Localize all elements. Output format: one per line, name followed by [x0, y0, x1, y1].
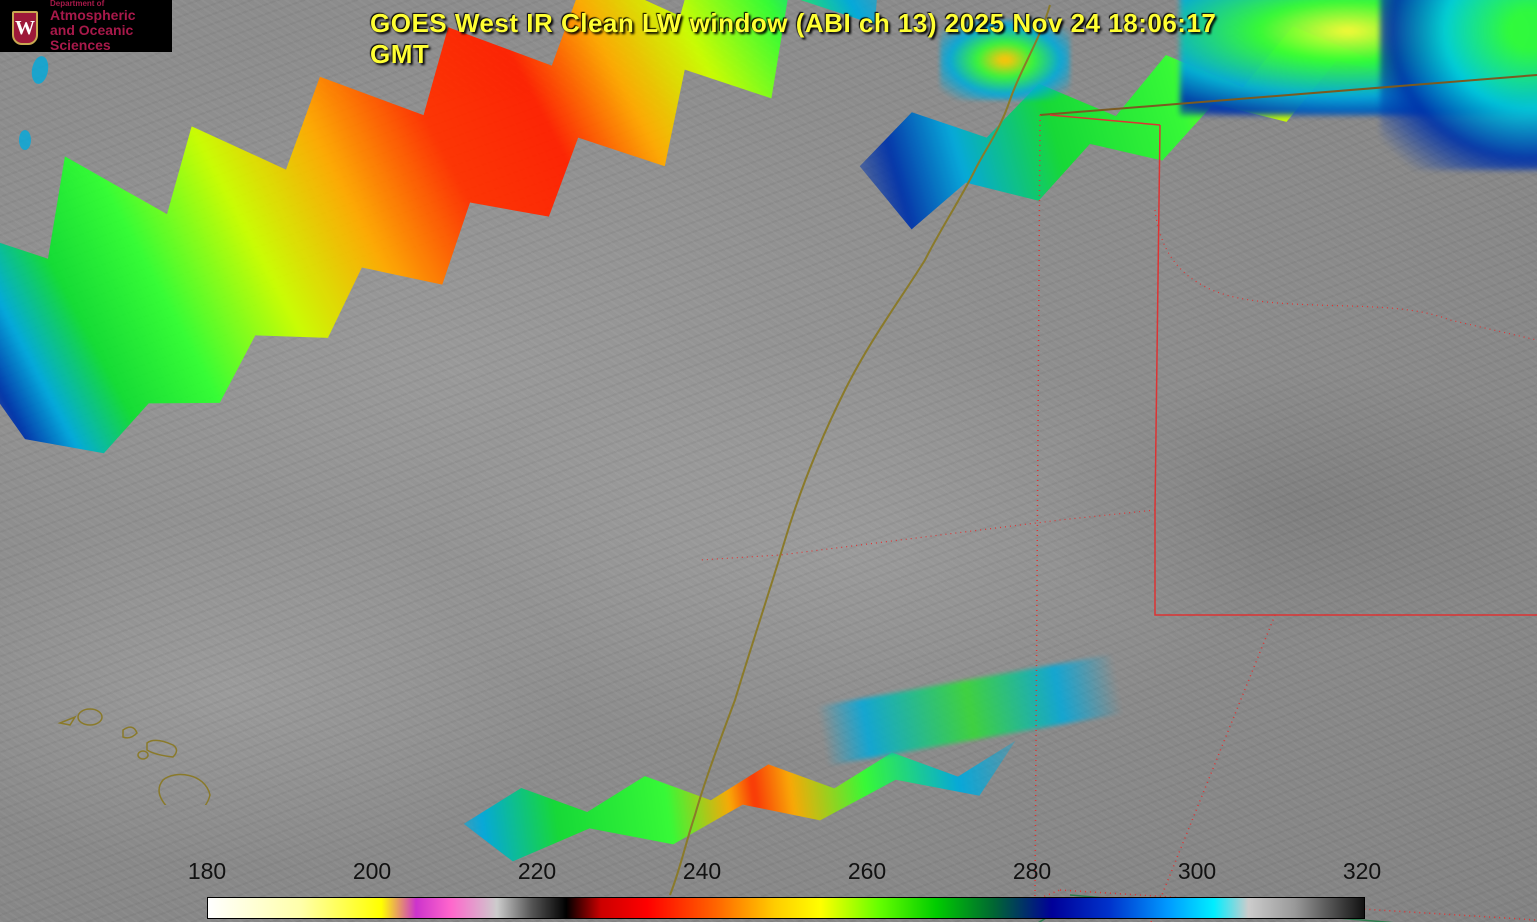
satellite-image-viewer: GOES West IR Clean LW window (ABI ch 13)… [0, 0, 1537, 922]
colorbar-tick-labels: 180 200 220 240 260 280 300 320 [207, 858, 1365, 894]
nevada-storm-cell [940, 20, 1070, 100]
temperature-colorbar[interactable] [207, 897, 1365, 919]
pacific-lower-storm-tail [817, 654, 1123, 765]
colorbar-gradient [207, 897, 1365, 919]
canada-storm-cell-2 [1380, 0, 1537, 170]
department-logo: W Department of Atmospheric and Oceanic … [0, 0, 172, 52]
university-crest-icon: W [6, 3, 46, 49]
department-logo-text: Department of Atmospheric and Oceanic Sc… [50, 0, 166, 52]
hawaiian-islands-outline [55, 655, 255, 805]
